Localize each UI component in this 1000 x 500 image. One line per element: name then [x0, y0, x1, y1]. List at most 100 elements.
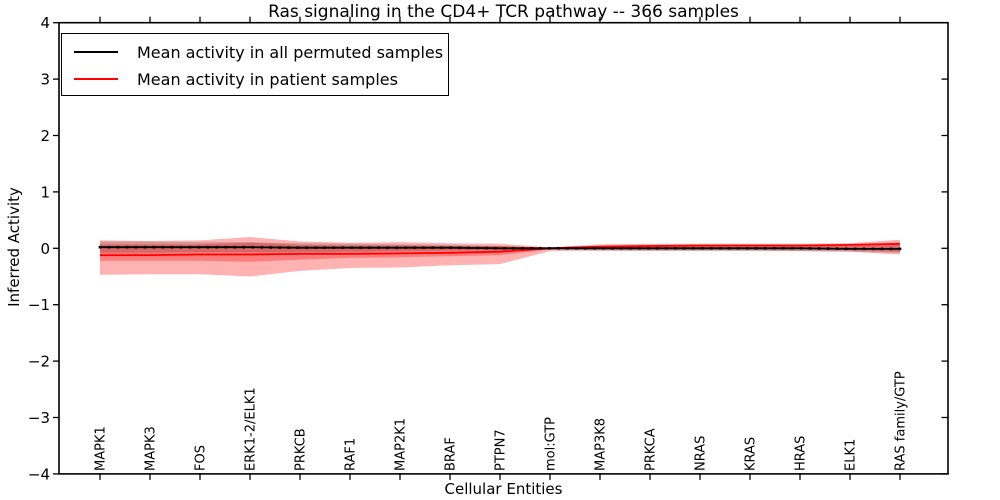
data-point-marker: [566, 247, 569, 250]
data-point-marker: [584, 247, 587, 250]
x-axis-label: Cellular Entities: [444, 480, 563, 498]
data-point-marker: [242, 245, 246, 249]
data-point-marker: [215, 245, 219, 249]
legend-entry-patient: Mean activity in patient samples: [62, 66, 448, 92]
data-point-marker: [620, 247, 623, 250]
data-point-marker: [808, 247, 812, 250]
data-point-marker: [844, 247, 848, 251]
data-point-marker: [188, 245, 192, 249]
data-point-marker: [638, 247, 641, 250]
data-point-marker: [862, 247, 866, 251]
x-tick-label: MAPK3: [144, 426, 159, 471]
x-tick-label: MAP3K8: [594, 418, 609, 471]
data-point-marker: [656, 247, 659, 250]
data-point-marker: [224, 245, 228, 249]
data-point-marker: [260, 246, 264, 249]
data-point-marker: [143, 245, 147, 249]
y-tick-label: 3: [40, 71, 50, 89]
data-point-marker: [269, 246, 273, 249]
data-point-marker: [377, 246, 380, 249]
data-point-marker: [341, 246, 344, 249]
data-point-marker: [152, 245, 156, 249]
data-point-marker: [494, 246, 497, 250]
legend: Mean activity in all permuted samples Me…: [61, 33, 449, 96]
x-tick-label: PTPN7: [494, 429, 509, 471]
data-point-marker: [206, 245, 210, 249]
x-tick-label: mol:GTP: [544, 417, 559, 471]
x-tick-label: BRAF: [444, 437, 459, 471]
data-point-marker: [521, 247, 524, 250]
data-point-marker: [683, 247, 686, 250]
data-point-marker: [98, 245, 102, 249]
data-point-marker: [314, 246, 317, 249]
data-point-marker: [179, 245, 183, 249]
data-point-marker: [539, 247, 542, 250]
y-tick-label: 0: [40, 240, 50, 258]
x-tick-label: RAF1: [344, 438, 359, 471]
data-point-marker: [745, 247, 749, 250]
data-point-marker: [296, 246, 300, 249]
data-point-marker: [368, 246, 371, 249]
x-tick-label: MAP2K1: [394, 418, 409, 471]
data-point-marker: [125, 245, 129, 249]
y-tick-label: 2: [40, 127, 50, 145]
data-point-marker: [853, 247, 857, 251]
patient-mean-line: [100, 242, 901, 257]
y-tick-label: −1: [28, 296, 50, 314]
x-tick-label: PRKCB: [294, 428, 309, 471]
data-point-marker: [548, 247, 551, 250]
x-tick-label: ELK1: [844, 439, 859, 471]
data-point-marker: [736, 247, 740, 250]
y-axis-label: Inferred Activity: [5, 187, 23, 307]
permuted-mean-line: [100, 246, 900, 250]
data-point-marker: [134, 245, 138, 249]
legend-label: Mean activity in all permuted samples: [137, 42, 444, 62]
y-tick-label: 1: [40, 183, 50, 201]
data-point-marker: [799, 247, 803, 250]
data-point-marker: [278, 246, 282, 249]
data-point-marker: [503, 247, 506, 250]
data-point-marker: [107, 245, 111, 249]
data-point-marker: [305, 246, 308, 249]
x-tick-label: ERK1-2/ELK1: [244, 387, 259, 471]
data-point-marker: [781, 247, 785, 250]
x-tick-label: PRKCA: [644, 428, 659, 471]
y-tick-label: 4: [40, 14, 50, 32]
data-point-marker: [512, 247, 515, 250]
data-point-marker: [611, 247, 614, 250]
data-point-marker: [575, 247, 578, 250]
data-point-marker: [826, 247, 830, 250]
data-point-marker: [350, 246, 353, 249]
data-point-marker: [395, 246, 398, 249]
data-point-marker: [880, 247, 884, 251]
data-point-marker: [323, 246, 326, 249]
data-point-marker: [116, 245, 120, 249]
data-point-marker: [170, 245, 174, 249]
data-point-marker: [898, 247, 902, 251]
data-point-marker: [889, 247, 893, 251]
data-point-marker: [161, 245, 165, 249]
permuted-band: [100, 241, 900, 253]
data-point-marker: [431, 246, 434, 249]
data-point-marker: [665, 247, 668, 250]
data-point-marker: [332, 246, 335, 249]
data-point-marker: [772, 247, 776, 250]
data-point-marker: [476, 246, 479, 250]
x-tick-label: HRAS: [794, 436, 809, 471]
data-point-marker: [593, 247, 596, 250]
data-point-marker: [674, 247, 677, 250]
data-point-marker: [422, 246, 425, 249]
y-tick-label: −3: [28, 409, 50, 427]
y-tick-label: −4: [28, 465, 50, 483]
x-tick-label: RAS family/GTP: [894, 371, 909, 471]
data-point-marker: [718, 247, 722, 250]
data-point-marker: [647, 247, 650, 250]
data-point-marker: [404, 246, 407, 249]
data-point-marker: [485, 246, 488, 250]
data-point-marker: [602, 247, 605, 250]
data-point-marker: [871, 247, 875, 251]
data-point-marker: [449, 246, 452, 249]
data-point-marker: [458, 246, 461, 250]
data-point-marker: [197, 245, 201, 249]
